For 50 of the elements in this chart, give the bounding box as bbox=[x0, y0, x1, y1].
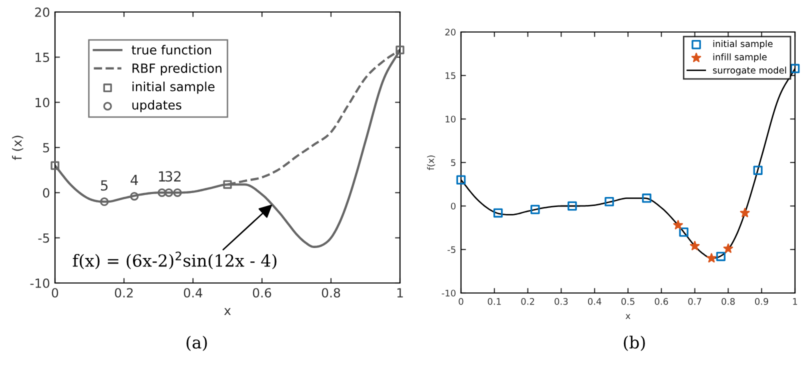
x-axis-title: x bbox=[626, 314, 630, 320]
x-tick-label: 0.4 bbox=[588, 298, 602, 305]
y-tick-label: 10 bbox=[446, 116, 456, 123]
x-tick-label: 0 bbox=[52, 288, 58, 298]
x-tick-label: 1 bbox=[793, 298, 798, 305]
y-tick-label: 15 bbox=[36, 52, 50, 62]
x-tick-label: 0.3 bbox=[554, 298, 568, 305]
y-tick-label: -5 bbox=[448, 246, 456, 254]
legend-label: infill sample bbox=[713, 53, 767, 62]
legend-label: initial sample bbox=[132, 82, 214, 94]
y-tick-label: 5 bbox=[43, 143, 50, 152]
y-tick-label: -5 bbox=[38, 233, 50, 243]
x-tick-label: 0.6 bbox=[654, 298, 668, 305]
y-tick-label: 0 bbox=[43, 188, 50, 198]
x-tick-label: 0.1 bbox=[488, 298, 501, 305]
x-tick-label: 0 bbox=[458, 298, 464, 305]
annotation: f(x) = (6x-2)$^{2}$sin(12x - 4) bbox=[72, 252, 276, 270]
x-tick-label: 1 bbox=[397, 288, 403, 298]
x-tick-label: 0.2 bbox=[114, 288, 133, 298]
y-tick-label: -10 bbox=[30, 278, 50, 288]
y-tick-label: 10 bbox=[36, 98, 50, 108]
x-tick-label: 0.8 bbox=[322, 288, 340, 298]
x-tick-label: 0.2 bbox=[521, 298, 534, 305]
y-tick-label: 15 bbox=[446, 72, 456, 80]
annotation: 5 bbox=[100, 180, 108, 191]
x-tick-label: 0.6 bbox=[252, 288, 272, 298]
y-tick-label: 20 bbox=[35, 7, 50, 17]
y-tick-label: -10 bbox=[442, 290, 456, 297]
x-tick-label: 0.7 bbox=[688, 298, 702, 305]
y-tick-label: 5 bbox=[451, 159, 456, 166]
x-tick-label: 0.8 bbox=[722, 298, 735, 305]
x-axis-title: x bbox=[224, 308, 231, 316]
y-tick-label: 20 bbox=[445, 28, 456, 36]
legend-label: surrogate model bbox=[713, 66, 786, 76]
annotation: 1 bbox=[159, 171, 166, 182]
x-tick-label: 0.4 bbox=[184, 288, 202, 298]
annotation: 4 bbox=[130, 174, 138, 186]
x-tick-label: 0.5 bbox=[621, 298, 634, 305]
annotation: 3 bbox=[165, 171, 172, 182]
y-axis-title: f(x) bbox=[427, 155, 436, 170]
legend-label: RBF prediction bbox=[132, 63, 222, 76]
legend-label: true function bbox=[132, 44, 211, 55]
annotation: 2 bbox=[174, 171, 180, 182]
legend-label: initial sample bbox=[713, 40, 773, 49]
y-axis-title: f (x) bbox=[12, 136, 24, 160]
legend-label: updates bbox=[132, 100, 182, 112]
y-tick-label: 0 bbox=[450, 202, 456, 210]
x-tick-label: 0.9 bbox=[755, 298, 768, 305]
text: (a) bbox=[186, 336, 207, 351]
text: (b) bbox=[624, 336, 645, 351]
